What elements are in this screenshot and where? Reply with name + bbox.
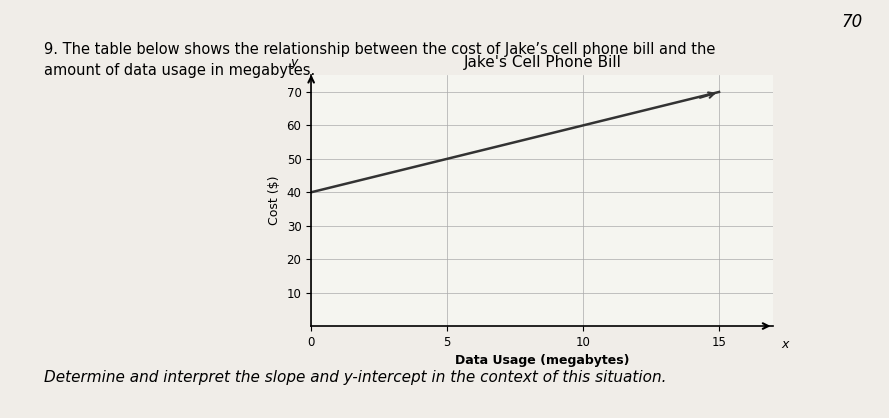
Text: y: y	[290, 56, 298, 69]
Text: 70: 70	[841, 13, 862, 31]
Y-axis label: Cost ($): Cost ($)	[268, 176, 281, 225]
X-axis label: Data Usage (megabytes): Data Usage (megabytes)	[455, 354, 629, 367]
Title: Jake's Cell Phone Bill: Jake's Cell Phone Bill	[463, 55, 621, 70]
Text: 9. The table below shows the relationship between the cost of Jake’s cell phone : 9. The table below shows the relationshi…	[44, 42, 716, 78]
Text: x: x	[781, 338, 789, 351]
Text: Determine and interpret the slope and y-intercept in the context of this situati: Determine and interpret the slope and y-…	[44, 370, 667, 385]
